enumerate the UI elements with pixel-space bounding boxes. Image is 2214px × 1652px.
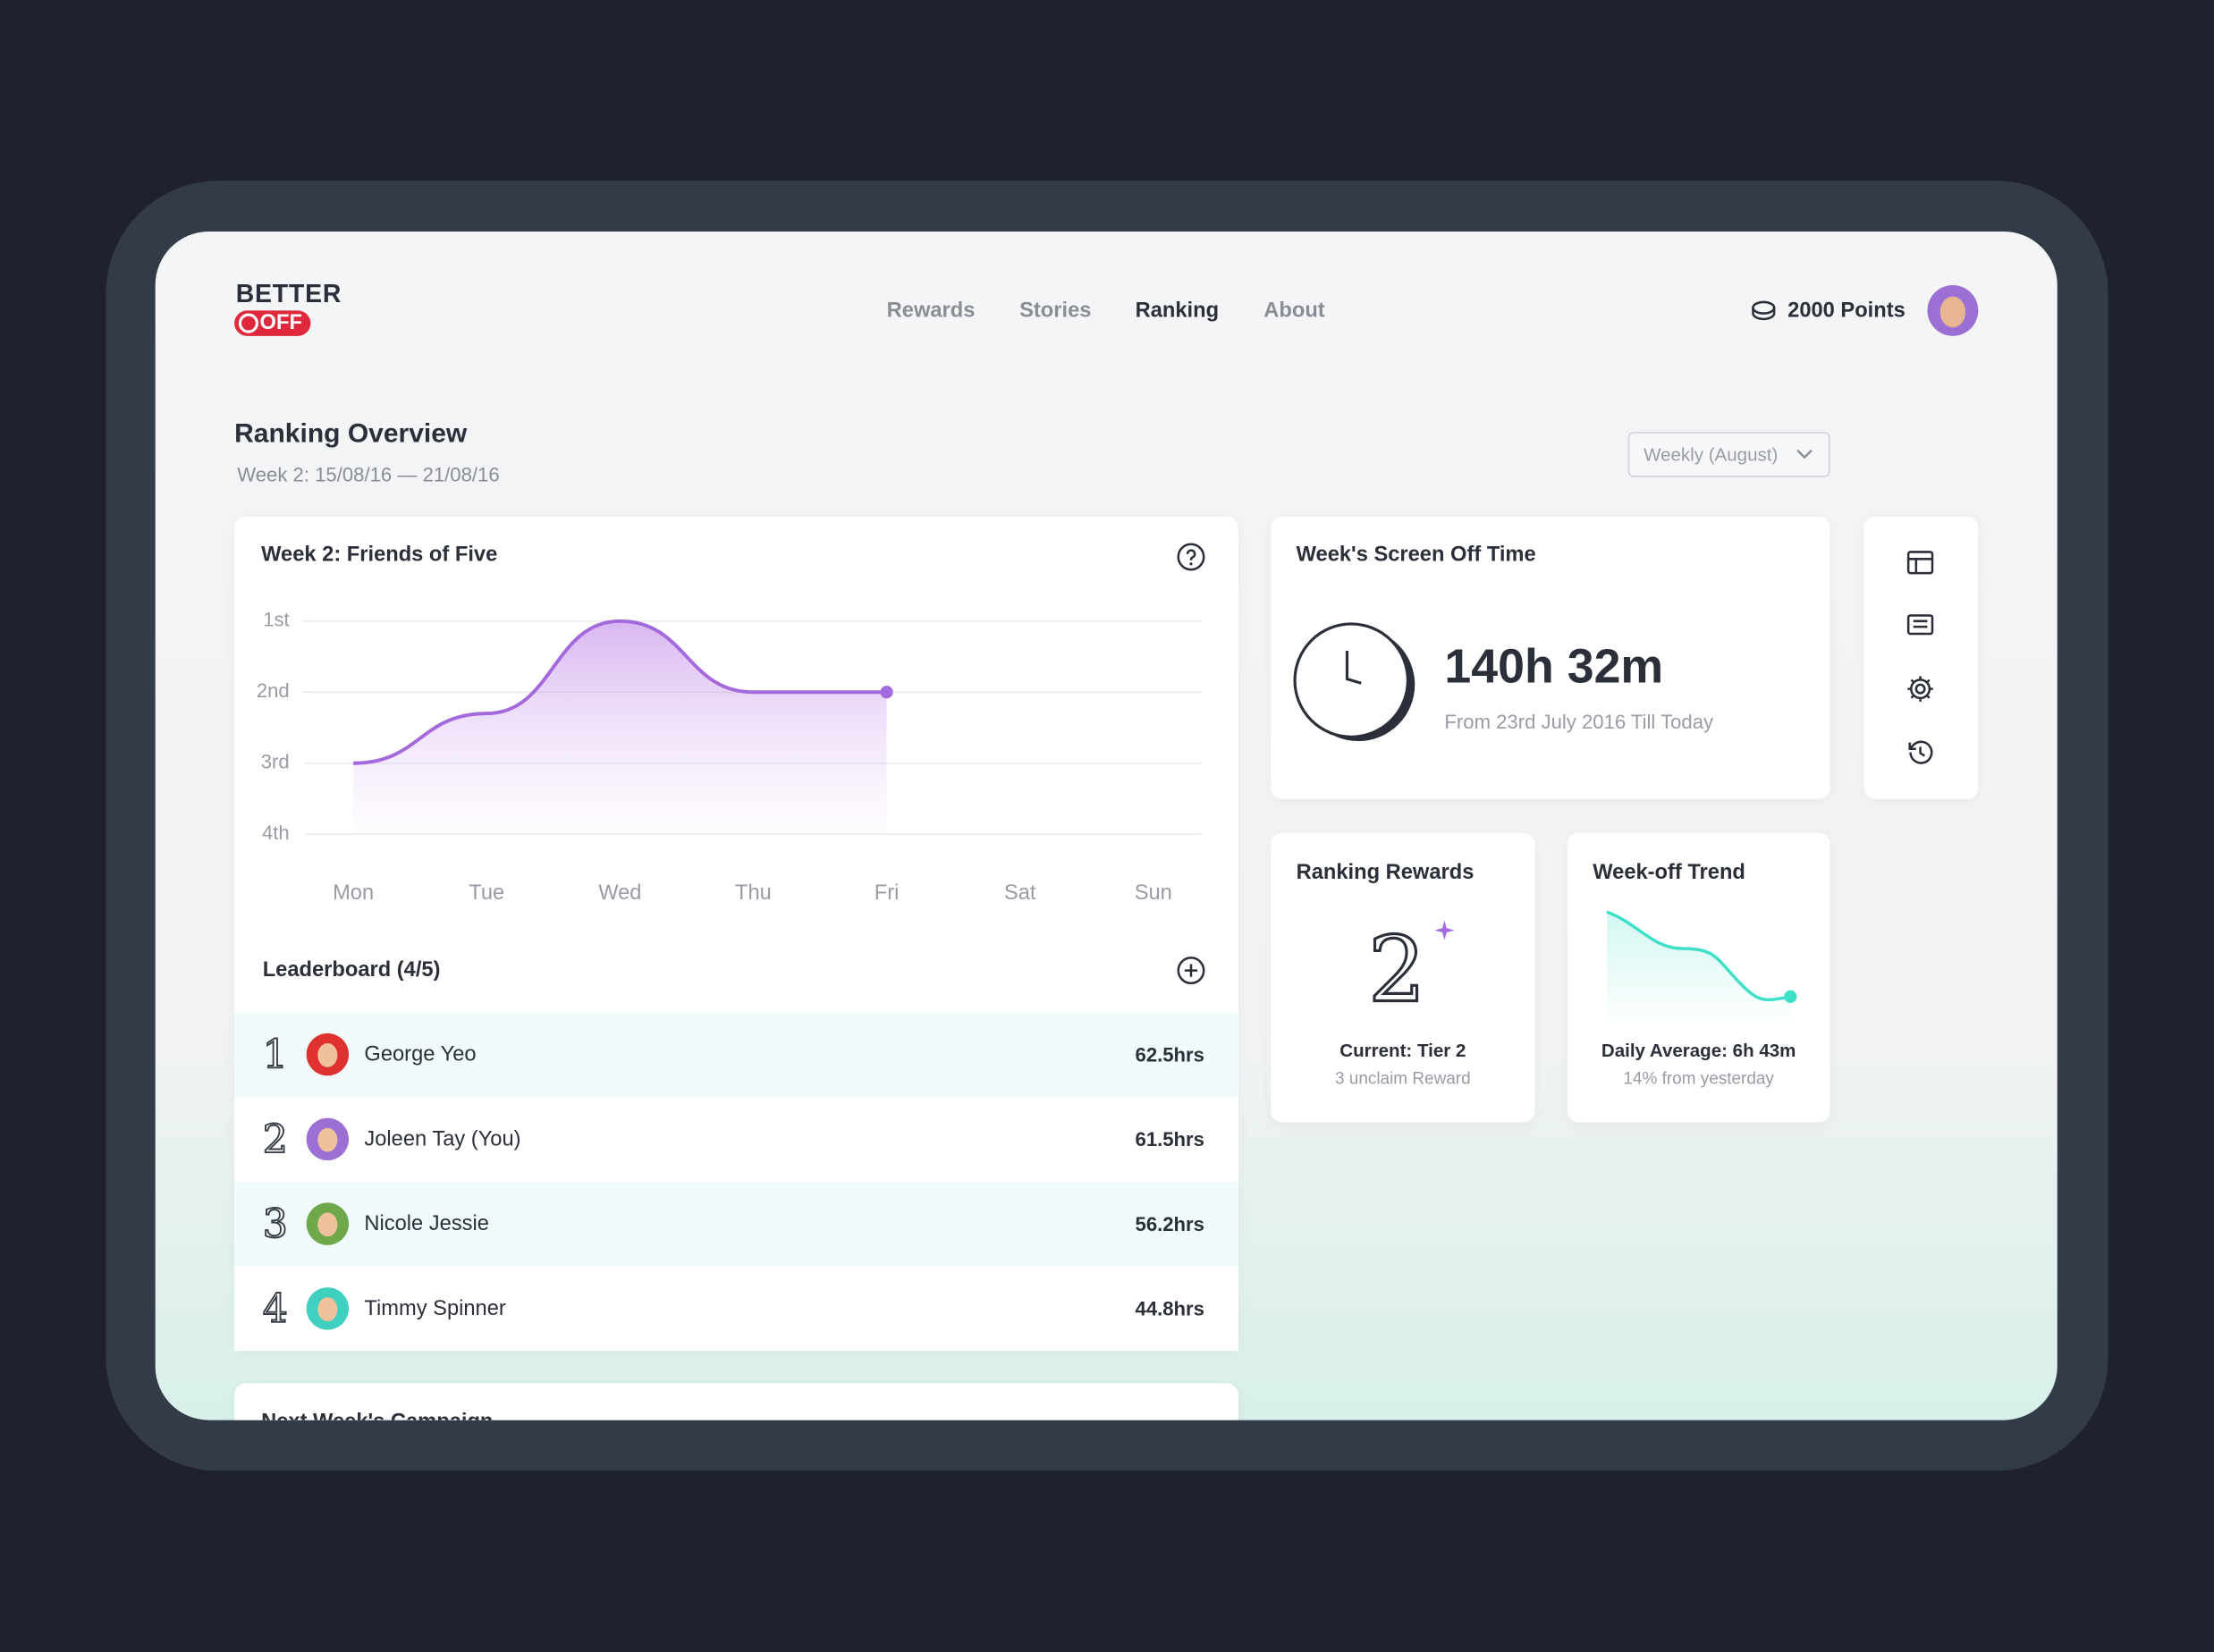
player-hours: 62.5hrs xyxy=(1135,1042,1204,1066)
card-title: Week's Screen Off Time xyxy=(1296,543,1536,568)
avatar-face xyxy=(317,1212,338,1237)
screen: BETTER OFF Rewards Stories Ranking About… xyxy=(155,231,2058,1420)
avatar-face xyxy=(317,1127,338,1152)
rank-number: 2 xyxy=(262,1115,289,1163)
avatar-face xyxy=(317,1042,338,1067)
x-tick-label: Wed xyxy=(598,881,641,905)
card-title: Week-off Trend xyxy=(1593,860,1745,885)
player-name: George Yeo xyxy=(364,1042,477,1067)
end-point xyxy=(880,686,893,699)
leaderboard-row: 4 Timmy Spinner 44.8hrs xyxy=(234,1266,1238,1352)
total-time: 140h 32m xyxy=(1444,640,1664,695)
rank-number: 1 xyxy=(262,1031,289,1079)
logo-dot xyxy=(238,313,258,333)
rank-chart: 1st 2nd 3rd 4th Mon Tue Wed Thu Fri Sat Sun xyxy=(257,609,1202,905)
page-subtitle: Week 2: 15/08/16 — 21/08/16 xyxy=(237,462,500,486)
filter-dropdown[interactable]: Weekly (August) xyxy=(1627,432,1830,477)
rewards-card xyxy=(1271,832,1535,1123)
logo-top[interactable]: BETTER xyxy=(235,279,342,308)
player-hours: 44.8hrs xyxy=(1135,1297,1204,1320)
coin-icon xyxy=(1752,300,1776,321)
avatar xyxy=(306,1287,350,1330)
y-tick-label: 3rd xyxy=(261,751,290,773)
leaderboard-title: Leaderboard (4/5) xyxy=(262,957,441,982)
points[interactable]: 2000 Points xyxy=(1787,298,1906,323)
x-tick-label: Sun xyxy=(1135,881,1172,905)
daily-average: Daily Average: 6h 43m xyxy=(1601,1040,1796,1061)
toolbar-icons[interactable] xyxy=(1906,548,1935,774)
x-tick-label: Fri xyxy=(875,881,900,905)
nav-link[interactable]: Stories xyxy=(1019,298,1092,323)
help-icon[interactable] xyxy=(1176,542,1205,571)
chevron xyxy=(1796,449,1813,459)
trend-change: 14% from yesterday xyxy=(1623,1068,1774,1089)
y-tick-label: 4th xyxy=(262,822,290,844)
campaign-title: Next Week's Campaign xyxy=(261,1410,493,1420)
user-avatar[interactable] xyxy=(1927,284,1979,336)
leaderboard-row: 2 Joleen Tay (You) 61.5hrs xyxy=(234,1096,1238,1182)
line xyxy=(353,619,887,765)
player-name: Timmy Spinner xyxy=(364,1296,506,1321)
tier-number: 2 xyxy=(1367,917,1427,1024)
player-name: Joleen Tay (You) xyxy=(364,1126,521,1151)
screen-content: BETTER OFF Rewards Stories Ranking About… xyxy=(156,232,2058,1420)
nav-link[interactable]: Ranking xyxy=(1135,298,1220,323)
since-date: From 23rd July 2016 Till Today xyxy=(1444,710,1714,733)
chart-title: Week 2: Friends of Five xyxy=(261,543,498,568)
avatar xyxy=(306,1202,350,1245)
nav-link[interactable]: About xyxy=(1263,298,1325,323)
campaign-card xyxy=(234,1383,1238,1420)
trend-sparkline xyxy=(1606,910,1797,1028)
player-hours: 56.2hrs xyxy=(1135,1212,1204,1235)
y-tick-label: 2nd xyxy=(257,679,290,702)
unclaimed: 3 unclaim Reward xyxy=(1334,1068,1471,1089)
x-tick-label: Sat xyxy=(1004,881,1036,905)
rank-number: 3 xyxy=(262,1200,289,1248)
x-tick-label: Mon xyxy=(333,881,374,905)
filter-label: Weekly (August) xyxy=(1644,443,1779,466)
leaderboard-row: 1 George Yeo 62.5hrs xyxy=(234,1012,1238,1097)
x-tick-label: Tue xyxy=(469,881,504,905)
card-title: Ranking Rewards xyxy=(1296,860,1475,885)
line-area xyxy=(353,620,887,835)
player-hours: 61.5hrs xyxy=(1135,1127,1204,1150)
avatar xyxy=(306,1032,350,1076)
tier-label: Current: Tier 2 xyxy=(1339,1040,1466,1061)
nav-link[interactable]: Rewards xyxy=(886,298,976,323)
add-icon[interactable] xyxy=(1176,956,1205,985)
avatar xyxy=(306,1117,350,1161)
x-tick-label: Thu xyxy=(735,881,772,905)
sparkle xyxy=(1434,920,1455,940)
y-tick-label: 1st xyxy=(263,609,289,631)
rank-number: 4 xyxy=(262,1285,289,1333)
clock-icon xyxy=(1293,622,1415,742)
page-title: Ranking Overview xyxy=(234,418,468,450)
avatar-face xyxy=(317,1297,338,1322)
player-name: Nicole Jessie xyxy=(364,1211,489,1236)
leaderboard-row: 3 Nicole Jessie 56.2hrs xyxy=(234,1181,1238,1267)
